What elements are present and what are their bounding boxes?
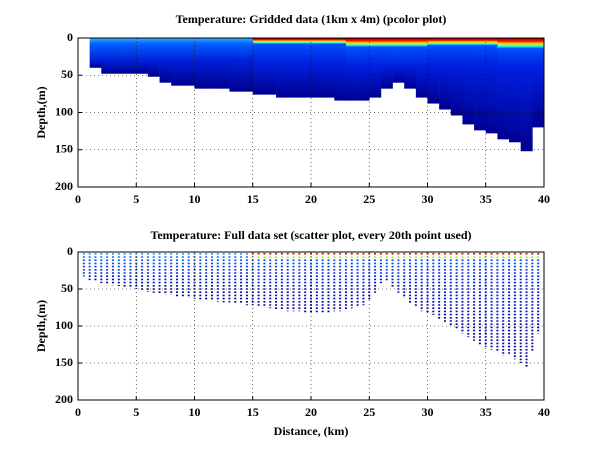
x-tick-label: 15 [247, 192, 259, 206]
y-tick-label: 150 [55, 142, 73, 156]
grid-cell-column [404, 38, 417, 89]
grid-cell-column [159, 38, 172, 83]
x-tick-label: 10 [189, 192, 201, 206]
y-tick-label: 200 [55, 179, 73, 193]
grid-cell-column [264, 38, 277, 95]
y-tick-label: 50 [61, 67, 73, 81]
grid-cell-column [217, 38, 230, 89]
x-tick-label: 30 [422, 192, 434, 206]
chart-title: Temperature: Gridded data (1km x 4m) (pc… [176, 12, 447, 26]
axes-box [77, 251, 545, 401]
grid-cell-column [474, 38, 487, 131]
x-tick-label: 5 [133, 405, 139, 419]
grid-cell-column [136, 38, 149, 74]
grid-cell-column [112, 38, 125, 74]
x-tick-label: 30 [422, 405, 434, 419]
y-tick-label: 0 [67, 30, 73, 44]
grid-cell-column [532, 38, 545, 128]
grid-cell-column [392, 38, 405, 83]
x-tick-label: 20 [305, 405, 317, 419]
y-tick-label: 200 [55, 392, 73, 406]
x-tick-label: 40 [538, 192, 550, 206]
x-tick-label: 5 [133, 192, 139, 206]
x-tick-label: 25 [363, 405, 375, 419]
grid-cell-column [171, 38, 184, 86]
grid-cell-column [439, 38, 452, 110]
y-tick-label: 50 [61, 281, 73, 295]
x-tick-label: 35 [480, 192, 492, 206]
y-tick-label: 100 [55, 104, 73, 118]
grid-cell-column [89, 38, 102, 68]
y-tick-label: 150 [55, 355, 73, 369]
x-tick-label: 20 [305, 192, 317, 206]
grid-cell-column [252, 38, 265, 95]
y-tick-label: 0 [67, 244, 73, 258]
grid-cell-column [415, 38, 428, 98]
x-tick-label: 35 [480, 405, 492, 419]
x-tick-label: 10 [189, 405, 201, 419]
grid-cell-column [229, 38, 242, 92]
grid-cell-column [147, 38, 160, 77]
grid-cell-column [462, 38, 475, 125]
grid-cell-column [380, 38, 393, 89]
y-axis-label: Depth,(m) [34, 300, 48, 352]
grid-cell-column [334, 38, 347, 101]
y-axis-label: Depth,(m) [34, 86, 48, 138]
grid-cell-column [287, 38, 300, 98]
grid-cell-column [427, 38, 440, 104]
grid-cell-column [101, 38, 114, 74]
grid-cell-column [357, 38, 370, 101]
x-axis-label: Distance, (km) [274, 424, 349, 438]
grid-cell-column [497, 38, 510, 140]
chart-title: Temperature: Full data set (scatter plot… [150, 228, 471, 242]
axes-box [77, 37, 545, 188]
grid-cell-column [241, 38, 254, 92]
grid-cell-column [520, 38, 533, 152]
x-tick-label: 25 [363, 192, 375, 206]
x-tick-label: 15 [247, 405, 259, 419]
grid-cell-column [124, 38, 137, 74]
grid-cell-column [194, 38, 207, 89]
x-tick-label: 0 [75, 405, 81, 419]
grid-cell-column [276, 38, 288, 98]
grid-cell-column [509, 38, 521, 143]
grid-cell-column [450, 38, 463, 116]
grid-cell-column [299, 38, 312, 98]
x-tick-label: 0 [75, 192, 81, 206]
grid-cell-column [322, 38, 335, 98]
grid-cell-column [485, 38, 498, 134]
grid-cell-column [206, 38, 219, 89]
grid-cell-column [182, 38, 195, 86]
grid-cell-column [311, 38, 323, 98]
y-tick-label: 100 [55, 318, 73, 332]
grid-cell-column [369, 38, 382, 98]
x-tick-label: 40 [538, 405, 550, 419]
grid-cell-column [345, 38, 358, 101]
